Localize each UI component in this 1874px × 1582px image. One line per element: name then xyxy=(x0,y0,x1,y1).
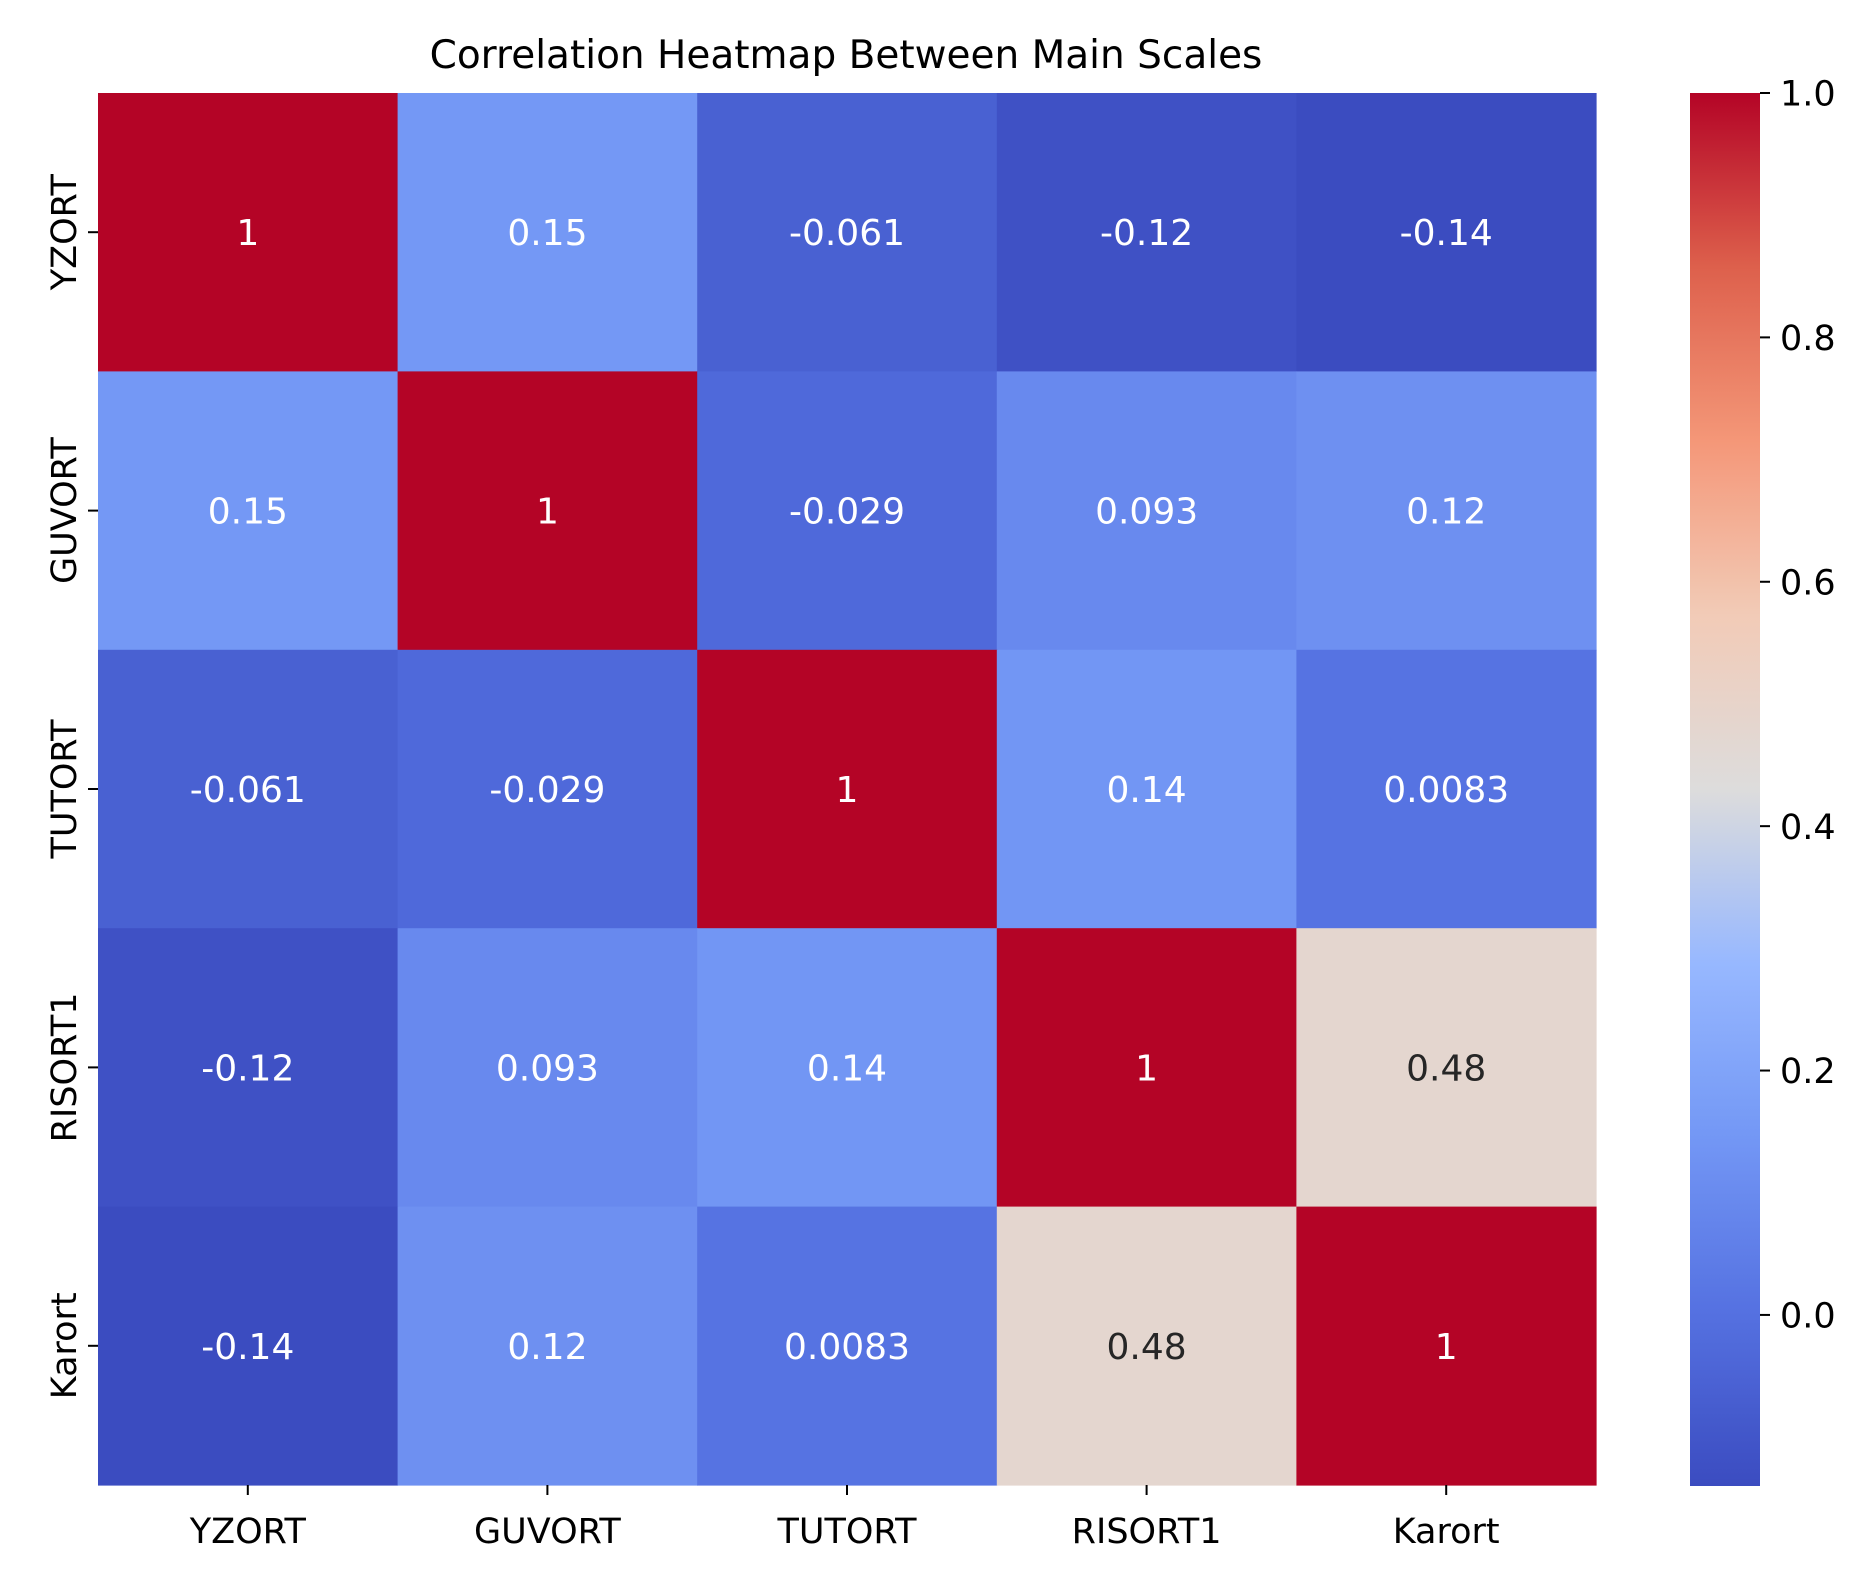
heatmap-cell-2-0 xyxy=(98,649,399,929)
x-tick-label-0: YZORT xyxy=(189,1512,307,1552)
x-tick-label-2: TUTORT xyxy=(776,1512,917,1552)
cell-annotation-3-1: 0.093 xyxy=(496,1048,599,1089)
heatmap-cell-3-3 xyxy=(996,928,1297,1208)
cell-annotation-0-2: -0.061 xyxy=(789,213,905,254)
heatmap-annotations: 1 0.15 -0.061 -0.12 -0.14 0.15 1 -0.029 0.093 0.1… xyxy=(190,213,1509,1368)
heatmap-cell-0-1 xyxy=(397,93,698,372)
heatmap-cell-1-4 xyxy=(1296,371,1597,651)
cell-annotation-2-2: 1 xyxy=(836,770,859,811)
cell-annotation-2-0: -0.061 xyxy=(190,770,306,811)
heatmap-cell-3-2 xyxy=(697,928,998,1208)
heatmap-cell-0-0 xyxy=(98,93,399,372)
colorbar: 0.0 0.2 0.4 0.6 0.8 1.0 xyxy=(1690,75,1836,1486)
cell-annotation-1-4: 0.12 xyxy=(1406,492,1486,533)
cell-annotation-0-3: -0.12 xyxy=(1100,213,1193,254)
colorbar-tick-label-5: 1.0 xyxy=(1780,75,1836,115)
cell-annotation-4-4: 1 xyxy=(1435,1327,1458,1368)
heatmap-cell-4-3 xyxy=(996,1206,1297,1486)
y-axis: YZORT GUVORT TUTORT RISORT1 Karort xyxy=(45,174,98,1399)
heatmap-cell-0-3 xyxy=(996,93,1297,372)
x-axis: YZORT GUVORT TUTORT RISORT1 Karort xyxy=(189,1485,1500,1552)
heatmap-cell-1-1 xyxy=(397,371,698,651)
cell-annotation-3-4: 0.48 xyxy=(1406,1048,1486,1089)
cell-annotation-1-0: 0.15 xyxy=(208,492,288,533)
heatmap-cell-2-2 xyxy=(697,649,998,929)
x-tick-label-1: GUVORT xyxy=(474,1512,621,1552)
cell-annotation-1-2: -0.029 xyxy=(789,492,905,533)
heatmap-cell-2-4 xyxy=(1296,649,1597,929)
heatmap-cell-3-0 xyxy=(98,928,399,1208)
cell-annotation-3-3: 1 xyxy=(1135,1048,1158,1089)
heatmap-cell-4-2 xyxy=(697,1206,998,1486)
cell-annotation-0-1: 0.15 xyxy=(507,213,587,254)
y-tick-label-0: YZORT xyxy=(45,174,85,292)
heatmap-cell-1-0 xyxy=(98,371,399,651)
y-tick-label-1: GUVORT xyxy=(45,437,85,584)
colorbar-tick-label-1: 0.2 xyxy=(1780,1052,1836,1092)
cell-annotation-3-0: -0.12 xyxy=(201,1048,294,1089)
cell-annotation-1-3: 0.093 xyxy=(1095,492,1198,533)
cell-annotation-4-3: 0.48 xyxy=(1107,1327,1187,1368)
y-tick-label-2: TUTORT xyxy=(45,719,85,860)
cell-annotation-2-4: 0.0083 xyxy=(1383,770,1509,811)
heatmap-cell-0-2 xyxy=(697,93,998,372)
x-tick-label-4: Karort xyxy=(1393,1512,1500,1552)
cell-annotation-2-1: -0.029 xyxy=(489,770,605,811)
heatmap-cell-1-3 xyxy=(996,371,1297,651)
heatmap-cell-3-4 xyxy=(1296,928,1597,1208)
colorbar-tick-label-4: 0.8 xyxy=(1780,319,1836,359)
cell-annotation-4-1: 0.12 xyxy=(507,1327,587,1368)
heatmap-cells xyxy=(98,93,1597,1486)
heatmap-cell-0-4 xyxy=(1296,93,1597,372)
heatmap-cell-2-1 xyxy=(397,649,698,929)
y-tick-label-3: RISORT1 xyxy=(45,992,85,1142)
heatmap-cell-1-2 xyxy=(697,371,998,651)
heatmap-cell-4-1 xyxy=(397,1206,698,1486)
cell-annotation-0-0: 1 xyxy=(236,213,259,254)
chart-title: Correlation Heatmap Between Main Scales xyxy=(430,33,1263,78)
cell-annotation-1-1: 1 xyxy=(536,492,559,533)
cell-annotation-3-2: 0.14 xyxy=(807,1048,887,1089)
heatmap-cell-2-3 xyxy=(996,649,1297,929)
y-tick-label-4: Karort xyxy=(45,1292,85,1399)
colorbar-tick-label-3: 0.6 xyxy=(1780,563,1836,603)
heatmap-cell-4-4 xyxy=(1296,1206,1597,1486)
cell-annotation-2-3: 0.14 xyxy=(1107,770,1187,811)
cell-annotation-4-0: -0.14 xyxy=(201,1327,294,1368)
heatmap-cell-4-0 xyxy=(98,1206,399,1486)
colorbar-gradient xyxy=(1690,93,1760,1486)
cell-annotation-0-4: -0.14 xyxy=(1400,213,1493,254)
colorbar-tick-label-2: 0.4 xyxy=(1780,808,1836,848)
cell-annotation-4-2: 0.0083 xyxy=(784,1327,910,1368)
x-tick-label-3: RISORT1 xyxy=(1072,1512,1222,1552)
heatmap-cell-3-1 xyxy=(397,928,698,1208)
colorbar-tick-label-0: 0.0 xyxy=(1780,1297,1836,1337)
